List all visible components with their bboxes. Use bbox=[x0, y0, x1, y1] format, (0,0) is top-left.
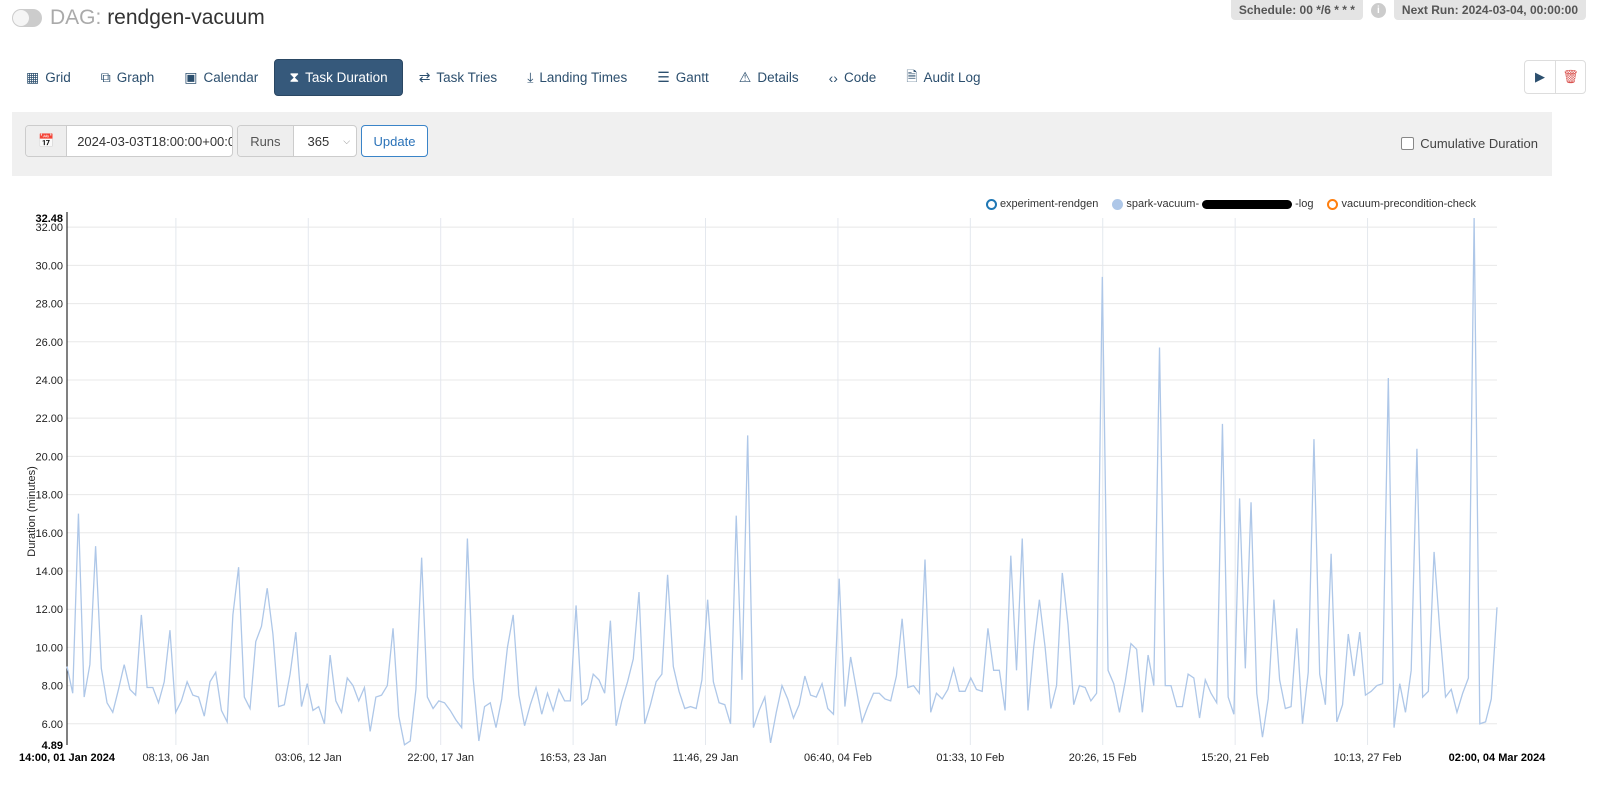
y-tick-label: 18.00 bbox=[35, 490, 63, 502]
calendar-icon: ▣ bbox=[184, 69, 198, 85]
code-icon: ‹› bbox=[828, 69, 838, 86]
y-tick-label: 14.00 bbox=[35, 566, 63, 578]
y-tick-label: 22.00 bbox=[35, 413, 63, 425]
delete-dag-button[interactable]: 🗑 bbox=[1555, 61, 1585, 93]
dag-id: rendgen-vacuum bbox=[107, 6, 265, 29]
y-tick-label: 32.00 bbox=[35, 222, 63, 234]
tab-task-tries[interactable]: ⇄ Task Tries bbox=[418, 69, 498, 85]
tab-details[interactable]: ⚠ Details bbox=[738, 69, 799, 85]
calendar-icon[interactable]: 📅 bbox=[26, 126, 68, 156]
next-run-badge: Next Run: 2024-03-04, 00:00:00 bbox=[1393, 0, 1586, 20]
tab-gantt[interactable]: ☰ Gantt bbox=[657, 69, 709, 85]
tab-landing-times[interactable]: ⤓ Landing Times bbox=[527, 69, 628, 85]
dag-view-tabs: ▦ Grid ⧉ Graph ▣ Calendar ⧗ Task Duration ⇄ Task … bbox=[12, 59, 995, 96]
x-tick-label: 01:33, 10 Feb bbox=[936, 752, 1004, 764]
tab-audit-log[interactable]: 🗎 Audit Log bbox=[892, 59, 994, 96]
dag-pause-toggle[interactable] bbox=[12, 9, 42, 27]
x-end-label: 02:00, 04 Mar 2024 bbox=[1449, 752, 1547, 764]
tab-calendar[interactable]: ▣ Calendar bbox=[184, 69, 259, 85]
legend-item-experiment-rendgen[interactable]: experiment-rendgen bbox=[985, 198, 1098, 210]
y-tick-label: 26.00 bbox=[35, 337, 63, 349]
legend-circle-icon bbox=[1112, 198, 1124, 210]
chevron-down-icon: ⌵ bbox=[343, 135, 351, 146]
y-axis-label: Duration (minutes) bbox=[26, 466, 38, 556]
y-tick-label: 30.00 bbox=[35, 260, 63, 272]
base-date-input[interactable]: 2024-03-03T18:00:00+00:00 bbox=[77, 133, 233, 149]
y-tick-label: 16.00 bbox=[35, 528, 63, 540]
graph-icon: ⧉ bbox=[100, 69, 111, 85]
runs-label: Runs bbox=[238, 126, 294, 156]
legend-item-vacuum-precondition-check[interactable]: vacuum-precondition-check bbox=[1327, 198, 1476, 210]
x-tick-label: 03:06, 12 Jan bbox=[275, 752, 342, 764]
y-max-label: 32.48 bbox=[35, 213, 63, 225]
x-tick-label: 22:00, 17 Jan bbox=[407, 752, 474, 764]
tab-graph[interactable]: ⧉ Graph bbox=[100, 69, 155, 85]
retry-icon: ⇄ bbox=[418, 69, 431, 85]
x-tick-label: 11:46, 29 Jan bbox=[673, 752, 739, 764]
x-start-label: 14:00, 01 Jan 2024 bbox=[19, 752, 116, 764]
legend-circle-icon bbox=[1327, 198, 1339, 210]
info-icon[interactable]: i bbox=[1370, 2, 1386, 18]
x-tick-label: 10:13, 27 Feb bbox=[1334, 752, 1402, 764]
y-tick-label: 20.00 bbox=[35, 451, 63, 463]
tab-code[interactable]: ‹› Code bbox=[828, 69, 877, 86]
cumulative-duration-checkbox[interactable] bbox=[1401, 137, 1415, 150]
gantt-icon: ☰ bbox=[657, 69, 670, 85]
chart-controls: 📅 2024-03-03T18:00:00+00:00 Runs 365 ⌵ Up… bbox=[12, 112, 1552, 176]
x-tick-label: 08:13, 06 Jan bbox=[143, 752, 210, 764]
legend-circle-icon bbox=[985, 198, 997, 210]
y-min-label: 4.89 bbox=[42, 740, 63, 752]
x-tick-label: 15:20, 21 Feb bbox=[1201, 752, 1269, 764]
x-tick-label: 20:26, 15 Feb bbox=[1069, 752, 1137, 764]
warning-triangle-icon: ⚠ bbox=[738, 69, 752, 85]
tab-grid[interactable]: ▦ Grid bbox=[26, 69, 71, 85]
x-tick-label: 06:40, 04 Feb bbox=[804, 752, 872, 764]
y-tick-label: 24.00 bbox=[35, 375, 63, 387]
audit-log-icon: 🗎 bbox=[906, 67, 918, 84]
grid-icon: ▦ bbox=[26, 69, 40, 85]
chart-legend: experiment-rendgen spark-vacuum- -log vac… bbox=[985, 198, 1476, 210]
redaction-mark bbox=[1202, 199, 1293, 209]
y-tick-label: 10.00 bbox=[35, 642, 63, 654]
series-line bbox=[66, 217, 1498, 746]
y-tick-label: 6.00 bbox=[42, 719, 63, 731]
page-title: DAG: rendgen-vacuum bbox=[50, 6, 265, 29]
hourglass-icon: ⧗ bbox=[289, 69, 300, 85]
update-button[interactable]: Update bbox=[360, 125, 429, 157]
cumulative-duration-label: Cumulative Duration bbox=[1420, 136, 1538, 151]
runs-select[interactable]: 365 ⌵ bbox=[307, 133, 351, 149]
x-tick-label: 16:53, 23 Jan bbox=[540, 752, 607, 764]
schedule-badge: Schedule: 00 */6 * * * bbox=[1230, 0, 1363, 20]
y-tick-label: 28.00 bbox=[35, 299, 63, 311]
legend-item-spark-vacuum[interactable]: spark-vacuum- -log bbox=[1112, 198, 1313, 210]
y-tick-label: 8.00 bbox=[42, 681, 63, 693]
tab-task-duration[interactable]: ⧗ Task Duration bbox=[274, 59, 403, 96]
trigger-dag-button[interactable]: ▶ bbox=[1535, 69, 1545, 84]
landing-icon: ⤓ bbox=[527, 69, 534, 85]
y-tick-label: 12.00 bbox=[35, 604, 63, 616]
dag-header: DAG: rendgen-vacuum bbox=[12, 6, 265, 30]
